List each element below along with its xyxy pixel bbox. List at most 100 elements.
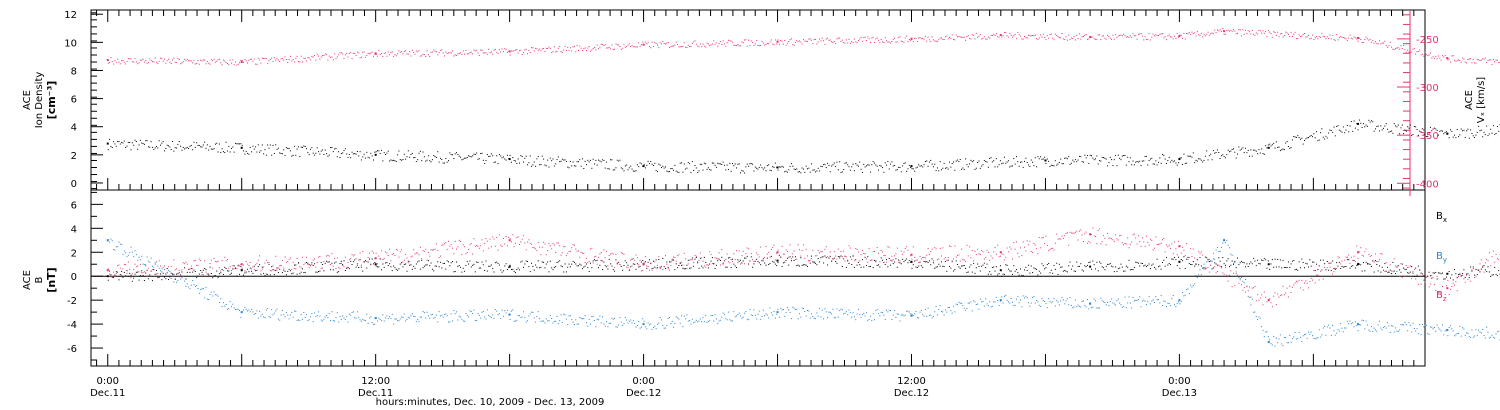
ion-density-trace-dot bbox=[209, 145, 211, 147]
ion-density-trace-dot bbox=[307, 152, 309, 154]
vx-trace-dot bbox=[999, 34, 1001, 36]
ion-density-trace-dot bbox=[1062, 163, 1064, 165]
vx-trace-dot bbox=[761, 40, 763, 42]
bx-trace-dot bbox=[1180, 259, 1182, 261]
ion-density-trace-dot bbox=[887, 160, 889, 162]
bx-trace-dot bbox=[338, 271, 340, 273]
ion-density-trace-dot bbox=[1017, 161, 1019, 163]
vx-trace-dot bbox=[287, 61, 289, 63]
vx-trace-dot bbox=[659, 42, 661, 44]
bx-trace-dot bbox=[896, 266, 898, 268]
ion-density-trace-dot bbox=[1060, 158, 1062, 160]
ion-density-trace-dot bbox=[981, 165, 983, 167]
vx-trace-dot bbox=[934, 40, 936, 42]
ion-density-trace-dot bbox=[1486, 125, 1488, 127]
bx-trace-dot bbox=[794, 256, 796, 258]
vx-trace-dot bbox=[844, 42, 846, 44]
ion-density-trace-dot bbox=[707, 167, 709, 169]
bx-trace-dot bbox=[438, 266, 440, 268]
ion-density-trace-dot bbox=[1317, 140, 1319, 142]
vx-trace-dot bbox=[606, 47, 608, 49]
bx-trace-dot bbox=[1265, 259, 1267, 261]
ion-density-trace-dot bbox=[142, 143, 144, 145]
ion-density-trace-dot bbox=[1111, 159, 1113, 161]
bx-trace-dot bbox=[690, 267, 692, 269]
ion-density-trace-dot bbox=[358, 155, 360, 157]
vx-trace-dot bbox=[397, 53, 399, 55]
ion-density-trace-dot bbox=[1419, 130, 1421, 132]
bx-trace-dot bbox=[1306, 263, 1308, 265]
bx-trace-dot bbox=[717, 260, 719, 262]
ion-density-trace-dot bbox=[902, 165, 904, 167]
bx-trace-dot bbox=[196, 277, 198, 279]
vx-trace-dot bbox=[1352, 38, 1354, 40]
vx-trace-dot bbox=[753, 44, 755, 46]
bx-trace-dot bbox=[715, 264, 717, 266]
vx-trace-dot bbox=[351, 58, 353, 60]
ion-density-trace-dot bbox=[1152, 163, 1154, 165]
ion-density-trace-dot bbox=[940, 169, 942, 171]
bx-trace-dot bbox=[1262, 259, 1264, 261]
vx-trace-dot bbox=[1246, 33, 1248, 35]
ion-density-trace-dot bbox=[1302, 143, 1304, 145]
bx-trace-dot bbox=[233, 265, 235, 267]
bx-trace-dot bbox=[1495, 273, 1497, 275]
ion-density-trace-dot bbox=[233, 151, 235, 153]
vx-trace-dot bbox=[1271, 36, 1273, 38]
vx-trace-dot bbox=[1458, 59, 1460, 61]
ion-density-trace-dot bbox=[1036, 166, 1038, 168]
ion-density-trace-dot bbox=[208, 149, 210, 151]
ion-density-trace-dot bbox=[342, 152, 344, 154]
bx-trace-dot bbox=[598, 267, 600, 269]
ion-density-trace-dot bbox=[608, 168, 610, 170]
bx-trace-dot bbox=[1145, 266, 1147, 268]
vx-trace-dot bbox=[1428, 54, 1430, 56]
bx-trace-dot bbox=[731, 258, 733, 260]
bx-trace-dot bbox=[539, 267, 541, 269]
bx-trace-dot bbox=[252, 272, 254, 274]
vx-trace-dot bbox=[453, 55, 455, 57]
ion-density-trace-dot bbox=[690, 172, 692, 174]
bx-trace-dot bbox=[328, 261, 330, 263]
ion-density-trace-dot bbox=[1294, 136, 1296, 138]
bx-trace-dot bbox=[1404, 269, 1406, 271]
vx-trace-dot bbox=[206, 61, 208, 63]
ion-density-trace-dot bbox=[983, 160, 985, 162]
ion-density-trace-dot bbox=[220, 151, 222, 153]
vx-trace-dot bbox=[1013, 35, 1015, 37]
ion-density-trace-dot bbox=[506, 154, 508, 156]
bx-trace-dot bbox=[1374, 260, 1376, 262]
vx-trace-dot bbox=[224, 60, 226, 62]
bx-trace-dot bbox=[1085, 266, 1087, 268]
vx-trace-dot bbox=[1125, 36, 1127, 38]
vx-trace-dot bbox=[1257, 33, 1259, 35]
vx-point bbox=[1178, 34, 1181, 37]
vx-trace-dot bbox=[547, 48, 549, 50]
ion-density-trace-dot bbox=[563, 159, 565, 161]
vx-trace-dot bbox=[879, 42, 881, 44]
bx-trace-dot bbox=[852, 255, 854, 257]
bx-trace-dot bbox=[287, 270, 289, 272]
ion-density-trace-dot bbox=[1450, 129, 1452, 131]
vx-trace-dot bbox=[1029, 35, 1031, 37]
ion-density-trace-dot bbox=[1128, 161, 1130, 163]
vx-trace-dot bbox=[494, 48, 496, 50]
ion-density-trace-dot bbox=[398, 150, 400, 152]
bx-trace-dot bbox=[819, 261, 821, 263]
bx-trace-dot bbox=[944, 261, 946, 263]
bx-trace-dot bbox=[580, 264, 582, 266]
vx-trace-dot bbox=[812, 43, 814, 45]
ion-density-trace-dot bbox=[1318, 139, 1320, 141]
vx-trace-dot bbox=[950, 37, 952, 39]
vx-trace-dot bbox=[267, 62, 269, 64]
ion-density-trace-dot bbox=[1203, 159, 1205, 161]
ion-density-trace-dot bbox=[840, 172, 842, 174]
vx-trace-dot bbox=[734, 45, 736, 47]
vx-trace-dot bbox=[966, 36, 968, 38]
vx-trace-dot bbox=[1085, 34, 1087, 36]
vx-trace-dot bbox=[532, 47, 534, 49]
ion-density-trace-dot bbox=[918, 164, 920, 166]
ion-density-trace-dot bbox=[402, 159, 404, 161]
bx-trace-dot bbox=[1019, 268, 1021, 270]
bx-trace-dot bbox=[257, 266, 259, 268]
